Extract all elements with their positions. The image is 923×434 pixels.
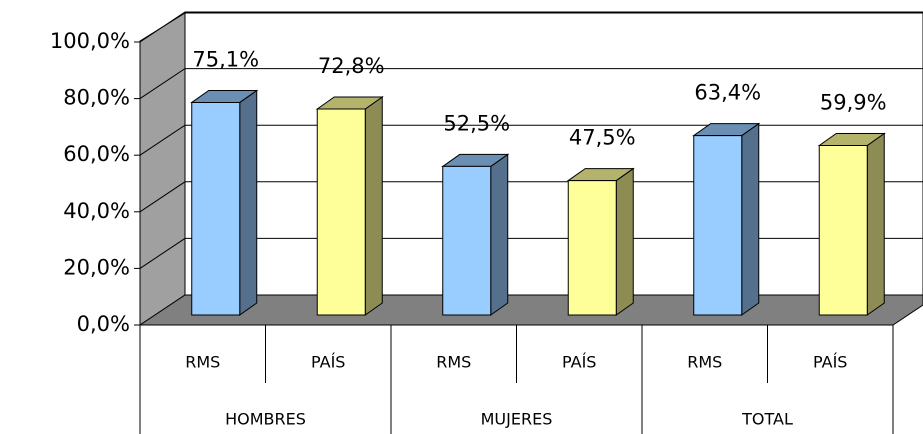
x-tick-label: RMS (185, 353, 220, 372)
data-label: 72,8% (318, 54, 385, 78)
side-wall (139, 12, 186, 326)
bar-face (442, 165, 492, 316)
bar (566, 167, 635, 316)
bar-face (239, 89, 258, 316)
grid-line (139, 11, 923, 43)
bar-face (567, 180, 617, 316)
bar-face (316, 108, 366, 316)
y-tick-label: 100,0% (50, 29, 130, 53)
grid-line (139, 68, 923, 100)
bar (692, 122, 761, 316)
y-tick-label: 0,0% (77, 312, 130, 336)
bar (817, 132, 886, 316)
y-tick-label: 60,0% (63, 142, 130, 166)
grid-line (139, 181, 923, 213)
y-tick-label: 40,0% (63, 199, 130, 223)
bar-face (490, 153, 509, 316)
data-label: 52,5% (443, 111, 510, 135)
data-label: 63,4% (694, 81, 761, 105)
bar-face (741, 122, 760, 316)
data-label: 75,1% (192, 47, 259, 71)
x-tick-label: RMS (687, 353, 722, 372)
x-tick-label: PAÍS (562, 353, 596, 372)
x-group-label: MUJERES (481, 410, 553, 429)
x-group-label: HOMBRES (225, 410, 306, 429)
bar (441, 153, 510, 316)
bar-face (866, 132, 885, 316)
data-label: 47,5% (569, 126, 636, 150)
x-group-label: TOTAL (741, 410, 793, 429)
y-tick-label: 20,0% (63, 255, 130, 279)
bar-face (818, 144, 868, 316)
bar-face (693, 135, 743, 316)
x-tick-label: RMS (436, 353, 471, 372)
floor (138, 294, 923, 326)
x-tick-label: PAÍS (311, 353, 345, 372)
data-label: 59,9% (820, 90, 887, 114)
grid-line (139, 124, 923, 156)
back-wall (184, 12, 923, 296)
bar-face (191, 101, 241, 316)
grid-line (139, 237, 923, 269)
bar-face (615, 167, 634, 316)
bar-face (364, 96, 383, 316)
x-tick-label: PAÍS (813, 353, 847, 372)
bar (190, 89, 259, 316)
y-tick-label: 80,0% (63, 86, 130, 110)
bar (315, 96, 384, 316)
